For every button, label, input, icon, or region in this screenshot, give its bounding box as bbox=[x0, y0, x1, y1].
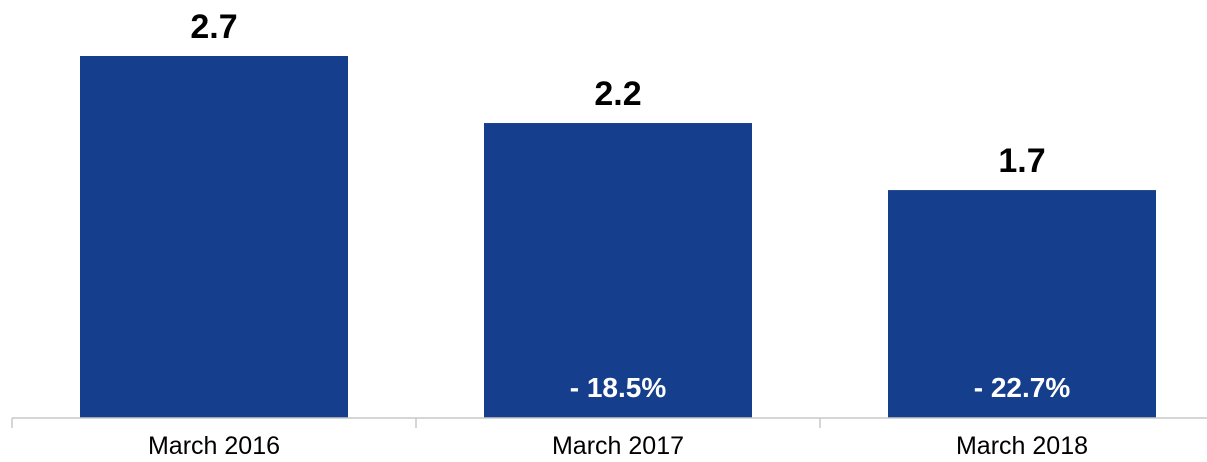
x-axis-tick-labels-group: March 2016 March 2017 March 2018 bbox=[148, 432, 1088, 460]
bar bbox=[80, 56, 348, 418]
bar-value-label: 1.7 bbox=[998, 142, 1045, 180]
bar-change-label: - 18.5% bbox=[570, 372, 667, 403]
x-tick-label: March 2018 bbox=[956, 432, 1088, 460]
x-axis-ticks-group bbox=[11, 418, 821, 428]
x-tick-label: March 2016 bbox=[148, 432, 280, 460]
x-tick-label: March 2017 bbox=[552, 432, 684, 460]
change-labels-group: - 18.5% - 22.7% bbox=[570, 372, 1071, 403]
bar-value-label: 2.2 bbox=[594, 75, 641, 113]
bar bbox=[484, 123, 752, 418]
bar-value-label: 2.7 bbox=[190, 8, 237, 46]
bar bbox=[888, 190, 1156, 418]
bar-change-label: - 22.7% bbox=[974, 372, 1071, 403]
bars-group bbox=[80, 56, 1156, 418]
value-labels-group: 2.7 2.2 1.7 bbox=[190, 8, 1045, 180]
